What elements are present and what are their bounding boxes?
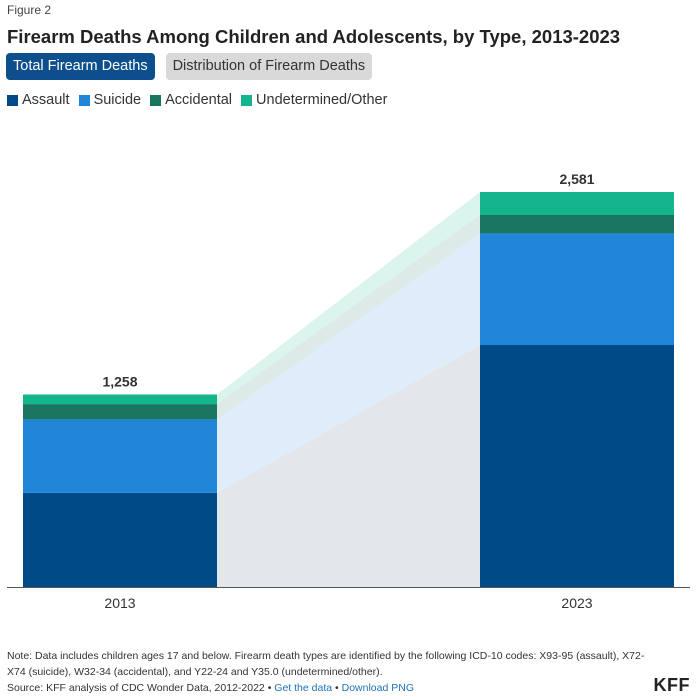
legend-label-accidental: Accidental [165,92,233,108]
x-tick-label-2023: 2023 [561,595,592,611]
tab-total-firearm-deaths[interactable]: Total Firearm Deaths [6,53,155,80]
legend-label-undetermined: Undetermined/Other [256,92,388,108]
bar-undetermined-other-2013 [23,394,217,405]
bar-undetermined-other-2023 [480,192,674,215]
legend-swatch-suicide [78,94,90,106]
x-tick-label-2013: 2013 [104,595,135,611]
legend-swatch-assault [7,94,18,106]
get-data-link[interactable]: Get the data [274,682,333,694]
legend-swatch-accidental [150,94,162,106]
legend-item-undetermined: Undetermined/Other [241,92,387,108]
bar-assault-2013 [23,492,217,587]
view-tabs: Total Firearm Deaths Distribution of Fir… [6,53,373,80]
chart-source: Source: KFF analysis of CDC Wonder Data,… [7,682,414,694]
bar-accidental-2023 [480,215,674,234]
connector-assault [217,345,480,587]
legend-label-suicide: Suicide [93,92,142,108]
bar-suicide-2023 [480,233,674,345]
connector-suicide [217,233,480,493]
kff-logo: KFF [653,675,690,695]
legend-item-accidental: Accidental [150,92,232,108]
connector-undetermined-other [217,192,480,405]
total-label-2023: 2,581 [559,171,594,187]
chart-legend: Assault Suicide Accidental Undetermined/… [7,92,387,108]
total-label-2013: 1,258 [102,374,137,390]
legend-item-suicide: Suicide [78,92,142,108]
bar-assault-2023 [480,345,674,587]
legend-item-assault: Assault [7,92,70,108]
source-separator: • [335,682,339,694]
chart-note: Note: Data includes children ages 17 and… [7,650,645,678]
stacked-bar-chart: 1,258 2013 2,581 2023 [7,171,690,611]
bar-suicide-2013 [23,419,217,493]
source-separator: • [267,682,272,694]
download-png-link[interactable]: Download PNG [341,682,414,694]
figure-label: Figure 2 [7,3,52,17]
chart-title: Firearm Deaths Among Children and Adoles… [7,26,621,47]
connector-accidental [217,214,480,420]
legend-swatch-undetermined [241,94,253,106]
tab-distribution-firearm-deaths[interactable]: Distribution of Firearm Deaths [165,53,373,80]
source-text: Source: KFF analysis of CDC Wonder Data,… [7,682,265,694]
legend-label-assault: Assault [22,92,70,108]
bar-accidental-2013 [23,404,217,420]
